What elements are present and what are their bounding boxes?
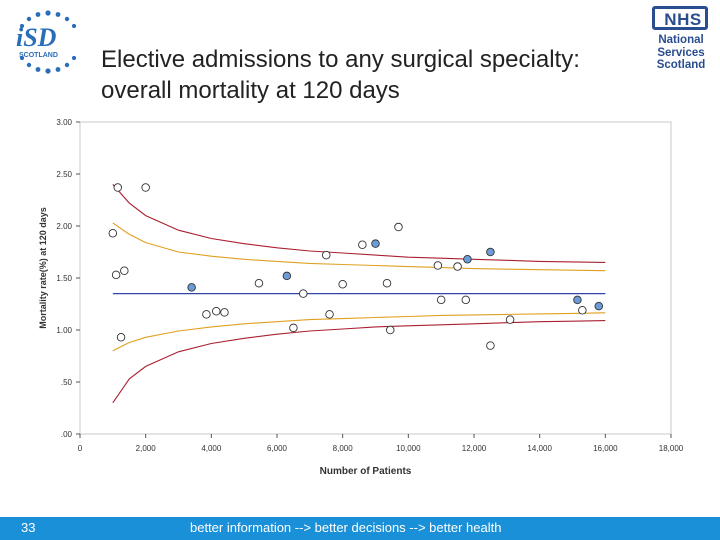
y-tick-label: 2.50: [56, 170, 72, 179]
data-point-filled: [187, 283, 196, 292]
footer-bar: 33 better information --> better decisio…: [0, 517, 720, 540]
data-point-open: [202, 310, 211, 319]
page-number: 33: [21, 520, 36, 535]
data-point-open: [486, 341, 495, 350]
data-point-open: [578, 305, 587, 315]
x-tick-label: 16,000: [593, 444, 618, 453]
footer-tagline: better information --> better decisions …: [190, 520, 502, 535]
nhs-line-1: National: [658, 34, 704, 46]
y-tick-label: 2.00: [56, 222, 72, 231]
data-point-open: [120, 266, 129, 275]
nhs-line-3: Scotland: [656, 59, 706, 71]
x-tick-label: 6,000: [267, 444, 288, 453]
data-point-open: [108, 229, 118, 238]
x-tick-label: 14,000: [527, 444, 552, 453]
nhs-box: NHS: [652, 6, 708, 30]
data-point-open: [461, 295, 471, 305]
data-point-open: [113, 183, 123, 192]
isd-logo-main: iSD: [16, 23, 57, 52]
nhs-line-2: Services: [657, 46, 705, 59]
data-point-open: [338, 279, 347, 289]
y-axis-label: Mortality rate(%) at 120 days: [38, 207, 48, 329]
data-point-open: [436, 295, 446, 305]
outer-upper-limit-line: [112, 184, 606, 263]
data-point-open: [299, 289, 308, 298]
y-tick-label: 1.00: [56, 326, 72, 335]
y-tick-label: .00: [61, 430, 73, 439]
data-point-filled: [486, 247, 495, 257]
data-point-open: [220, 308, 229, 317]
nhs-word: NHS: [664, 10, 702, 29]
data-point-filled: [282, 271, 292, 281]
x-axis-label: Number of Patients: [320, 466, 412, 477]
mortality-funnel-chart: .00 .50 1.00 1.50 2.00 2.50 3.00 0 2,000 4,000 6,0…: [38, 118, 684, 477]
x-tick-label: 2,000: [136, 444, 157, 453]
data-point-open: [325, 310, 334, 319]
x-tick-label: 10,000: [396, 444, 421, 453]
x-tick-label: 0: [78, 444, 83, 453]
data-point-open: [322, 250, 331, 260]
y-tick-label: 3.00: [56, 118, 72, 127]
logo-dot-ring: [19, 10, 77, 74]
data-point-open: [254, 278, 264, 288]
x-tick-label: 18,000: [659, 444, 684, 453]
data-point-filled: [463, 255, 472, 264]
y-tick-label: 1.50: [56, 274, 72, 283]
data-point-open: [453, 262, 462, 271]
data-point-open: [116, 333, 126, 342]
data-point-open: [505, 315, 515, 324]
x-tick-label: 12,000: [462, 444, 487, 453]
data-point-open: [289, 323, 298, 333]
data-point-filled: [371, 239, 380, 248]
data-point-open: [141, 183, 150, 192]
data-point-open: [386, 325, 395, 335]
x-tick-label: 4,000: [201, 444, 222, 453]
data-point-open: [394, 222, 403, 232]
data-point-open: [111, 270, 121, 280]
data-point-open: [358, 240, 367, 249]
x-tick-label: 8,000: [333, 444, 354, 453]
data-point-filled: [573, 295, 582, 305]
y-tick-label: .50: [61, 378, 73, 387]
data-point-filled: [594, 301, 604, 311]
inner-upper-limit-line: [112, 222, 606, 272]
plot-frame: [79, 121, 672, 435]
data-point-open: [382, 278, 392, 288]
nhs-subtitle: National Services Scotland: [648, 34, 714, 72]
data-point-open: [212, 307, 221, 316]
inner-lower-limit-line: [112, 312, 606, 352]
data-point-open: [433, 261, 443, 270]
isd-scotland-logo: iSD SCOTLAND: [16, 10, 77, 74]
nhs-nss-logo: NHS National Services Scotland: [644, 4, 716, 76]
isd-logo-sub: SCOTLAND: [19, 52, 58, 59]
outer-lower-limit-line: [112, 320, 606, 404]
page-title: Elective admissions to any surgical spec…: [101, 46, 580, 104]
